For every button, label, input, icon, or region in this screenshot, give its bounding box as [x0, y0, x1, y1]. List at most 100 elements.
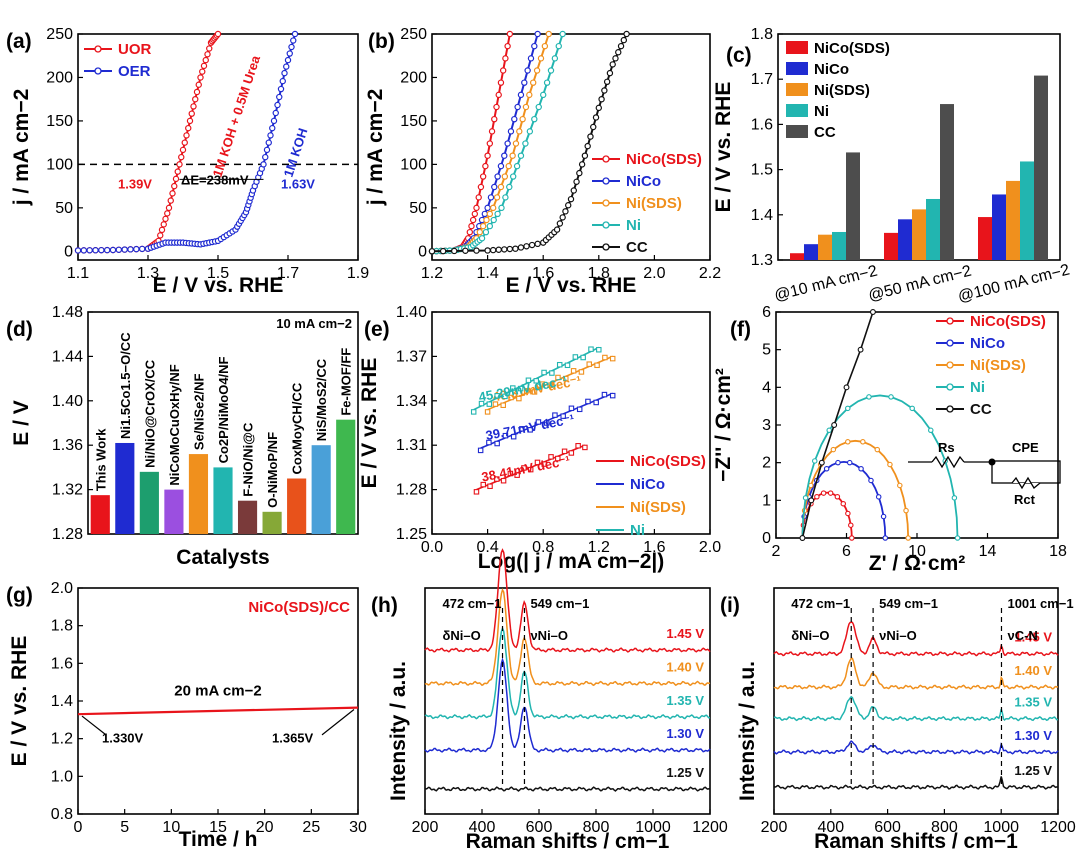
y-tick-label: 1.40	[396, 304, 427, 321]
legend-label: NiCo	[814, 61, 849, 78]
x-tick-label: 400	[469, 819, 496, 836]
data-point	[603, 78, 611, 86]
start-value-label: 1.330V	[102, 730, 144, 745]
data-point	[477, 183, 485, 191]
data-point	[522, 140, 529, 147]
data-point	[476, 228, 484, 236]
bar	[311, 445, 331, 534]
potential-label: 1.45 V	[1014, 630, 1052, 645]
data-point	[555, 42, 562, 50]
data-point	[905, 535, 911, 541]
data-point	[818, 459, 825, 466]
data-point	[158, 226, 166, 234]
x-tick-label: 0	[74, 819, 83, 836]
data-point	[553, 226, 561, 233]
data-point	[527, 427, 533, 433]
y-tick-label: 1.25	[396, 526, 427, 543]
bar	[262, 511, 282, 534]
legend-label: Ni	[630, 522, 645, 539]
x-tick-label: 30	[349, 819, 367, 836]
potential-label: 1.30 V	[1014, 728, 1052, 743]
data-point	[186, 117, 194, 125]
x-axis-label: Time / h	[179, 828, 258, 851]
data-point	[573, 178, 580, 185]
data-point	[451, 247, 458, 255]
x-tick-label: 14	[979, 543, 997, 560]
data-point	[181, 139, 188, 146]
data-point	[831, 422, 838, 428]
raman-spectrum-1.25 V	[773, 776, 1059, 790]
bar	[846, 152, 860, 260]
x-tick-label: 400	[817, 819, 844, 836]
legend-marker	[602, 199, 610, 207]
x-tick-label: 2.2	[699, 265, 721, 282]
data-point	[263, 146, 271, 154]
data-point	[814, 493, 820, 500]
y-tick-label: 2	[762, 455, 771, 472]
data-point	[545, 30, 552, 38]
x-axis-label: E / V vs. RHE	[506, 274, 637, 297]
data-point	[826, 427, 832, 434]
peak-mode-label: νNi–O	[530, 628, 568, 643]
y-tick-label: 1.37	[396, 348, 427, 365]
x-tick-label: 1.5	[207, 265, 229, 282]
data-point	[560, 413, 566, 419]
data-point	[820, 490, 827, 496]
data-point	[528, 241, 536, 249]
y-tick-label: 1.36	[52, 437, 83, 454]
data-point	[501, 152, 508, 159]
x-tick-label: 1000	[635, 819, 671, 836]
legend-swatch	[786, 104, 808, 117]
panel-label: (e)	[364, 318, 390, 341]
data-point	[533, 67, 541, 74]
data-point	[281, 69, 288, 77]
data-point	[288, 43, 295, 51]
catalyst-label: Ni/NiO@CrOX/CC	[142, 359, 157, 468]
x-tick-label: 2.0	[643, 265, 665, 282]
catalyst-label: NiS/MoS2/CC	[314, 358, 329, 441]
data-point	[578, 161, 586, 168]
panel-h: 200 400 600 800 1000 1200 Raman shifts / cm−1 I…	[371, 548, 728, 853]
y-tick-label: 150	[400, 113, 427, 130]
data-point	[954, 535, 961, 541]
data-point	[857, 346, 864, 353]
y-tick-label: 250	[46, 26, 73, 43]
plot-frame	[424, 587, 711, 815]
x-tick-label: 1.3	[137, 265, 159, 282]
data-point	[548, 454, 554, 460]
tafel-slope-label: 45.29mV dec⁻¹	[477, 373, 568, 405]
data-point	[623, 30, 630, 38]
tafel-slope-label: 39.71mV dec⁻¹	[484, 411, 575, 443]
data-point	[572, 354, 579, 360]
data-point	[86, 247, 93, 254]
condition-label: 10 mA cm−2	[276, 316, 352, 331]
data-point	[527, 466, 534, 473]
data-point	[840, 500, 847, 507]
x-tick-label: 10	[162, 819, 180, 836]
data-point	[188, 110, 195, 117]
potential-label: 1.40 V	[1014, 663, 1052, 678]
data-point	[121, 246, 128, 253]
x-tick-label: 5	[120, 819, 129, 836]
panel-label: (a)	[6, 30, 32, 53]
legend-label: Ni(SDS)	[814, 82, 870, 99]
y-tick-label: 200	[46, 69, 73, 86]
data-point	[466, 228, 474, 236]
data-point	[291, 30, 299, 38]
data-point	[179, 146, 187, 154]
legend-label: NiCo(SDS)	[970, 313, 1046, 330]
bar	[1006, 180, 1020, 260]
y-axis-label: Intensity / a.u.	[736, 661, 759, 801]
data-point	[486, 439, 492, 446]
data-point	[843, 384, 850, 391]
data-point	[845, 439, 851, 445]
data-point	[562, 208, 569, 215]
data-point	[138, 245, 146, 253]
data-point	[585, 398, 591, 405]
data-point	[601, 87, 608, 94]
legend-marker	[602, 221, 610, 229]
bar	[978, 217, 992, 260]
circuit-rct-label: Rct	[1014, 492, 1036, 507]
bar	[1034, 75, 1048, 260]
data-point	[576, 406, 583, 413]
